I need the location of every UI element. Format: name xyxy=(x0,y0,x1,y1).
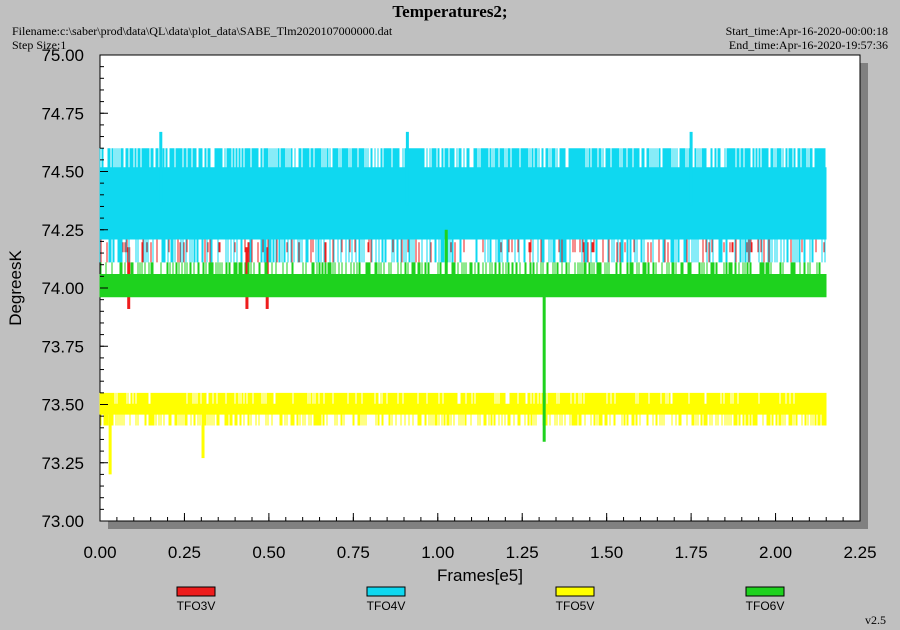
y-tick-label: 74.75 xyxy=(41,104,84,123)
x-axis-title: Frames[e5] xyxy=(437,566,523,585)
x-tick-label: 1.25 xyxy=(506,543,539,562)
x-tick-label: 0.75 xyxy=(337,543,370,562)
legend-swatch-tfo4v xyxy=(366,586,406,597)
y-tick-label: 74.50 xyxy=(41,163,84,182)
x-tick-label: 1.00 xyxy=(421,543,454,562)
chart-title: Temperatures2; xyxy=(392,2,508,21)
y-tick-label: 73.50 xyxy=(41,396,84,415)
x-tick-label: 1.75 xyxy=(675,543,708,562)
y-tick-label: 74.00 xyxy=(41,279,84,298)
version-label: v2.5 xyxy=(865,613,886,627)
x-tick-label: 1.50 xyxy=(590,543,623,562)
y-tick-label: 74.25 xyxy=(41,221,84,240)
end-time-label: End_time:Apr-16-2020-19:57:36 xyxy=(728,38,888,52)
legend-label-tfo4v: TFO4V xyxy=(367,599,406,613)
x-tick-label: 0.25 xyxy=(168,543,201,562)
legend-label-tfo5v: TFO5V xyxy=(556,599,595,613)
series-tfo4v xyxy=(99,131,827,263)
series-band-tfo6v xyxy=(99,262,827,298)
y-axis-title: DegreesK xyxy=(6,250,25,326)
y-tick-label: 73.00 xyxy=(41,512,84,531)
legend-swatch-tfo3v xyxy=(176,586,216,597)
start-time-label: Start_time:Apr-16-2020-00:00:18 xyxy=(725,24,888,38)
x-tick-label: 0.50 xyxy=(252,543,285,562)
legend-label-tfo6v: TFO6V xyxy=(746,599,785,613)
series-tfo6v xyxy=(99,229,827,442)
filename-label: Filename:c:\saber\prod\data\QL\data\plot… xyxy=(12,24,393,38)
y-tick-label: 75.00 xyxy=(41,46,84,65)
legend-label-tfo3v: TFO3V xyxy=(177,599,216,613)
legend-swatch-tfo6v xyxy=(745,586,785,597)
series-band-tfo4v xyxy=(99,148,827,263)
y-tick-label: 73.25 xyxy=(41,454,84,473)
series-band-tfo5v xyxy=(99,392,827,426)
step-size-label: Step Size:1 xyxy=(12,38,67,52)
x-tick-label: 0.00 xyxy=(83,543,116,562)
legend-swatch-tfo5v xyxy=(555,586,595,597)
x-tick-label: 2.25 xyxy=(843,543,876,562)
series-tfo5v xyxy=(99,392,827,475)
y-tick-label: 73.75 xyxy=(41,337,84,356)
x-tick-label: 2.00 xyxy=(759,543,792,562)
